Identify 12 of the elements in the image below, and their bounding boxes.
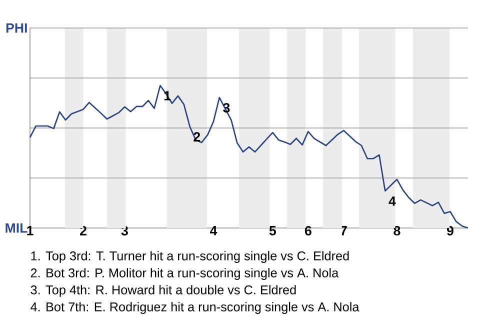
x-tick-label: 8 <box>394 226 400 236</box>
x-tick-label: 1 <box>27 226 34 236</box>
text: 2. Bot 3rd: P. Molitor hit a run-scoring single vs A. Nola <box>30 268 339 280</box>
x-tick-label: 4 <box>210 226 218 236</box>
text: PHI <box>6 23 27 33</box>
text: MIL <box>6 223 28 233</box>
text: 4. Bot 7th: E. Rodriguez hit a run-scoring single vs A. Nola <box>30 302 360 314</box>
x-tick-label: 6 <box>304 226 312 236</box>
annotation: 4 <box>388 196 396 206</box>
x-tick-label: 5 <box>269 226 276 236</box>
text: 3. Top 4th: R. Howard hit a double vs C. Eldred <box>30 285 296 297</box>
text: 1. Top 3rd: T. Turner hit a run-scoring single vs C. Eldred <box>31 251 349 263</box>
